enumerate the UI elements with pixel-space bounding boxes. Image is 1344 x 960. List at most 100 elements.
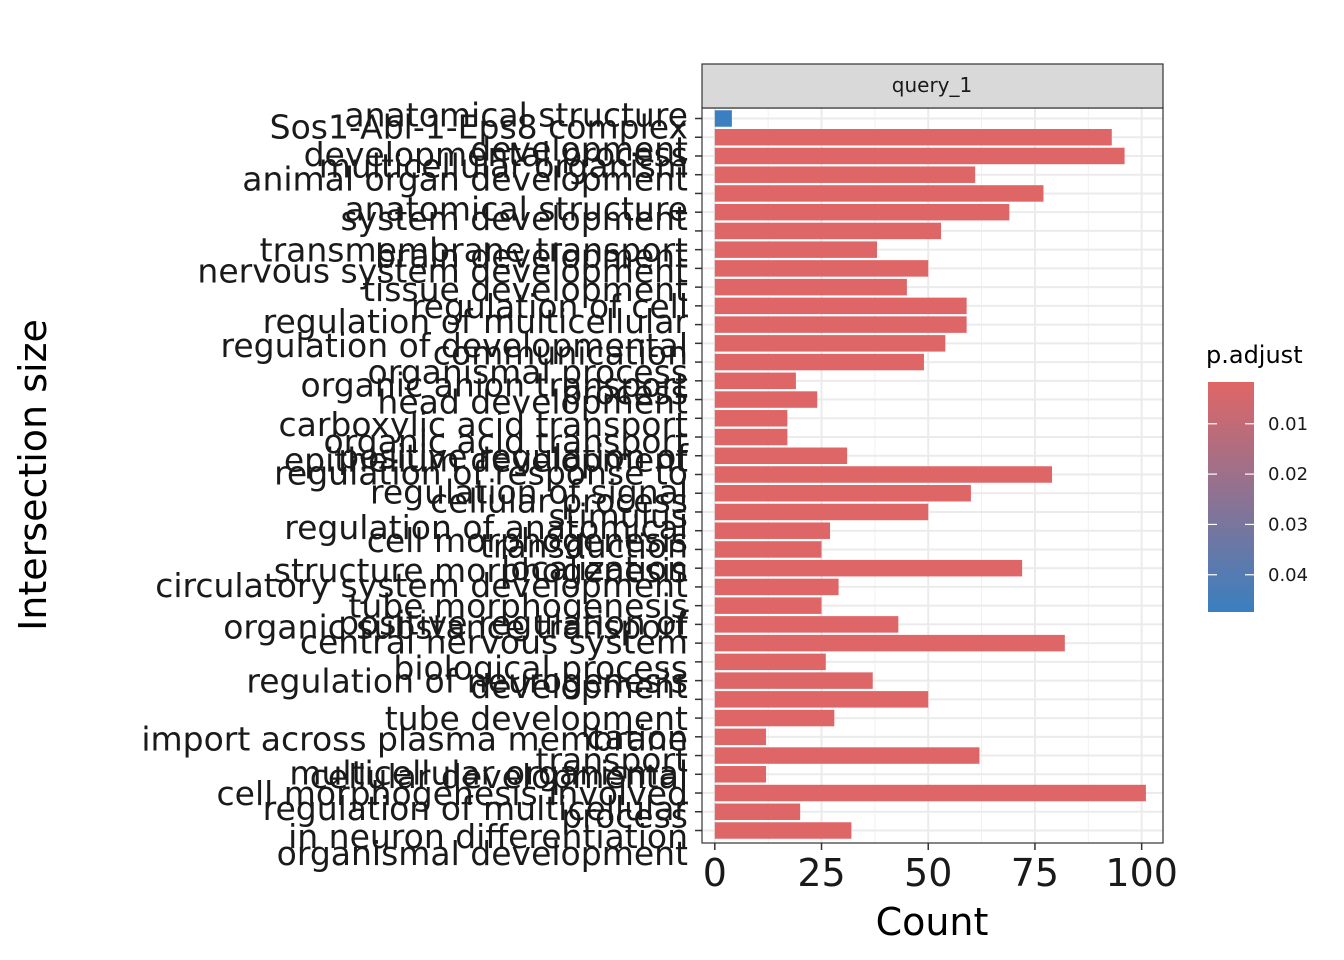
y-tick-label: circulatory system development bbox=[155, 566, 688, 605]
bar bbox=[714, 391, 818, 408]
y-tick-label: multicellular organismal bbox=[289, 753, 688, 792]
y-tick-label: stimulus bbox=[548, 497, 688, 536]
bar bbox=[714, 166, 976, 183]
bar bbox=[714, 147, 1125, 165]
y-tick-label: communication bbox=[433, 334, 688, 373]
y-tick-label: developmental process bbox=[304, 135, 688, 174]
bar bbox=[714, 428, 788, 446]
y-tick-label: cellular developmental bbox=[310, 757, 688, 796]
bar bbox=[714, 634, 1065, 652]
y-tick-label: positive regulation of bbox=[338, 437, 689, 476]
bar bbox=[714, 747, 980, 764]
legend-tick-label: 0.04 bbox=[1268, 565, 1308, 586]
y-tick-label: biological process bbox=[393, 648, 688, 687]
legend-tick-label: 0.03 bbox=[1268, 514, 1308, 535]
y-tick-label: regulation of cell bbox=[411, 287, 688, 326]
y-tick-label: tube development bbox=[385, 699, 688, 738]
bars bbox=[714, 110, 1146, 839]
legend-colorbar bbox=[1208, 382, 1254, 612]
y-tick-label: transmembrane transport bbox=[260, 231, 688, 270]
y-tick-label: anatomical structure bbox=[344, 96, 688, 135]
y-tick-label: process bbox=[561, 373, 688, 412]
y-tick-label: central nervous system bbox=[300, 622, 688, 661]
y-tick-label: organismal development bbox=[277, 834, 688, 873]
y-tick-label: cell morphogenesis bbox=[367, 521, 688, 560]
y-tick-label: regulation of multicellular bbox=[263, 302, 689, 341]
bar bbox=[714, 522, 831, 539]
legend-title: p.adjust bbox=[1206, 341, 1303, 369]
bar bbox=[714, 316, 967, 333]
y-tick-label: brain development bbox=[375, 236, 688, 275]
x-tick-label: 0 bbox=[703, 851, 727, 895]
y-tick-label: cation bbox=[586, 718, 688, 757]
y-tick-label: organic acid transport bbox=[323, 422, 688, 461]
bar bbox=[714, 410, 788, 427]
y-tick-label: transport bbox=[536, 740, 689, 779]
bar bbox=[714, 128, 1112, 146]
y-tick-label: cell morphogenesis involved bbox=[217, 774, 689, 813]
bar bbox=[714, 297, 967, 315]
bar bbox=[714, 672, 873, 689]
legend-tick-label: 0.01 bbox=[1268, 414, 1308, 435]
bar bbox=[714, 466, 1053, 483]
y-tick-label: tissue development bbox=[362, 270, 688, 309]
y-tick-label: epithelium development bbox=[284, 441, 688, 480]
legend: p.adjust 0.01 0.02 0.03 0.04 bbox=[1206, 341, 1308, 612]
x-tick-label: 25 bbox=[797, 851, 845, 895]
y-tick-label: process bbox=[561, 797, 688, 836]
y-tick-label: tube morphogenesis bbox=[348, 587, 688, 626]
x-tick-label: 50 bbox=[904, 851, 952, 895]
bar bbox=[714, 260, 929, 277]
bar bbox=[714, 484, 971, 502]
y-tick-label: transduction bbox=[480, 527, 688, 566]
y-tick-label: regulation of response to bbox=[274, 454, 688, 493]
bar bbox=[714, 803, 801, 821]
y-tick-label: development bbox=[470, 129, 688, 168]
bar bbox=[714, 784, 1146, 802]
y-tick-label: regulation of developmental bbox=[221, 326, 688, 365]
x-tick-label: 75 bbox=[1011, 851, 1059, 895]
bar bbox=[714, 335, 946, 352]
bar bbox=[714, 691, 929, 708]
bar bbox=[714, 447, 848, 465]
bar bbox=[714, 185, 1044, 202]
bar bbox=[714, 353, 924, 371]
bar bbox=[714, 728, 767, 746]
x-tick-label: 100 bbox=[1105, 851, 1178, 895]
y-axis-title: Intersection size bbox=[11, 319, 55, 631]
bar bbox=[714, 616, 899, 633]
y-tick-label: in neuron differentiation bbox=[288, 817, 688, 856]
y-tick-label: nervous system development bbox=[197, 251, 688, 290]
y-tick-label: cellular process bbox=[430, 482, 688, 521]
bar bbox=[714, 503, 929, 521]
y-tick-label: regulation of anatomical bbox=[284, 508, 688, 547]
y-tick-label: localization bbox=[501, 549, 688, 588]
facet-strip: query_1 bbox=[701, 63, 1164, 109]
y-tick-label: organic substance transport bbox=[223, 607, 688, 646]
y-tick-label: system development bbox=[341, 199, 689, 238]
bar bbox=[714, 203, 1010, 221]
y-tick-label: structure morphogenesis bbox=[274, 551, 688, 590]
y-tick-label: regulation of signal bbox=[370, 472, 688, 511]
x-axis-title: Count bbox=[876, 900, 989, 944]
bar bbox=[714, 578, 839, 596]
y-tick-label: regulation of multicellular bbox=[263, 789, 689, 828]
y-tick-label: Sos1-Abl-1-Eps8 complex bbox=[270, 108, 688, 147]
y-tick-label: regulation of neurogenesis bbox=[246, 662, 688, 701]
bar bbox=[714, 597, 822, 614]
facet-strip-box bbox=[701, 63, 1164, 109]
y-tick-label: animal organ development bbox=[242, 159, 688, 198]
legend-tick-label: 0.02 bbox=[1268, 464, 1308, 485]
bar bbox=[714, 822, 852, 839]
bar bbox=[714, 541, 822, 558]
bar bbox=[714, 709, 835, 727]
y-tick-label: anatomical structure bbox=[344, 189, 688, 228]
bar bbox=[714, 653, 826, 671]
x-axis: 0 25 50 75 100 bbox=[703, 843, 1178, 895]
bar bbox=[714, 241, 878, 258]
bar bbox=[714, 222, 942, 240]
y-tick-label: head development bbox=[377, 382, 688, 421]
y-tick-label: organismal process bbox=[368, 352, 688, 391]
